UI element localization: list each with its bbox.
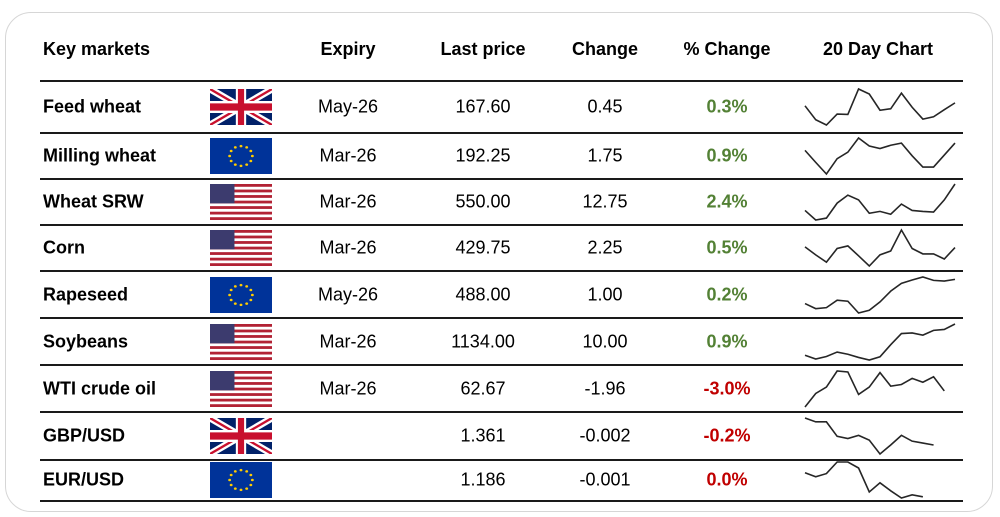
- last-price: 1.186: [460, 469, 506, 490]
- sparkline-path: [804, 183, 956, 221]
- change: 2.25: [587, 237, 623, 258]
- us-flag-icon: [210, 370, 272, 407]
- market-name: Wheat SRW: [43, 191, 144, 212]
- sparkline-20-day: [804, 275, 956, 314]
- table-header: Key markets Expiry Last price Change % C…: [0, 37, 1000, 61]
- last-price: 167.60: [455, 96, 511, 117]
- market-name: WTI crude oil: [43, 378, 157, 398]
- last-price: 62.67: [460, 378, 506, 398]
- sparkline-path: [804, 87, 956, 126]
- market-name: Rapeseed: [43, 284, 129, 304]
- market-name: Corn: [43, 237, 85, 258]
- table-row: GBP/USD 1.361 -0.002 -0.2%: [40, 411, 963, 459]
- table-row: Milling wheat Mar-26 192.25 1.75 0.9%: [40, 132, 963, 178]
- sparkline-path: [804, 461, 924, 499]
- sparkline-path: [804, 417, 934, 456]
- change: -1.96: [584, 378, 626, 398]
- sparkline-path: [804, 275, 956, 314]
- expiry: Mar-26: [319, 331, 377, 351]
- table-bottom-border: [40, 500, 963, 502]
- pct-change: 0.9%: [706, 331, 748, 351]
- table-row: Wheat SRW Mar-26 550.00 12.75 2.4%: [40, 178, 963, 224]
- change: 1.75: [587, 145, 623, 166]
- table-row: Soybeans Mar-26 1134.00 10.00 0.9%: [40, 317, 963, 364]
- market-name: Soybeans: [43, 331, 129, 351]
- expiry: May-26: [317, 96, 379, 117]
- change: 0.45: [587, 96, 623, 117]
- table-row: EUR/USD 1.186 -0.001 0.0%: [40, 459, 963, 499]
- pct-change: 0.2%: [706, 284, 748, 304]
- us-flag-icon: [210, 184, 272, 220]
- eu-flag-icon: [210, 138, 272, 174]
- uk-flag-icon: [208, 85, 274, 129]
- change: 12.75: [582, 191, 628, 212]
- change: -0.001: [579, 469, 631, 490]
- market-name: Milling wheat: [43, 145, 157, 166]
- table-row: WTI crude oil Mar-26 62.67 -1.96 -3.0%: [40, 364, 963, 411]
- sparkline-20-day: [804, 136, 956, 176]
- expiry: Mar-26: [319, 237, 377, 258]
- pct-change: -0.2%: [703, 425, 751, 446]
- last-price: 1134.00: [451, 331, 515, 351]
- header-20-day-chart: 20 Day Chart: [822, 39, 934, 59]
- sparkline-path: [804, 369, 945, 407]
- last-price: 488.00: [455, 284, 511, 304]
- eu-flag-icon: [210, 462, 272, 498]
- pct-change: 0.5%: [706, 237, 748, 258]
- sparkline-20-day: [804, 183, 956, 221]
- eu-flag-icon: [210, 276, 272, 313]
- last-price: 429.75: [455, 237, 511, 258]
- sparkline-path: [804, 322, 956, 361]
- expiry: Mar-26: [319, 145, 377, 166]
- sparkline-path: [804, 228, 956, 268]
- pct-change: 0.0%: [706, 469, 748, 490]
- last-price: 1.361: [460, 425, 506, 446]
- key-markets-card: [5, 12, 993, 512]
- expiry: Mar-26: [319, 191, 377, 212]
- market-name: EUR/USD: [43, 469, 125, 490]
- table-row: Corn Mar-26 429.75 2.25 0.5%: [40, 224, 963, 270]
- header-change: Change: [571, 39, 638, 59]
- sparkline-20-day: [804, 461, 924, 499]
- sparkline-path: [804, 136, 956, 176]
- sparkline-20-day: [804, 369, 945, 407]
- sparkline-20-day: [804, 87, 956, 126]
- expiry: Mar-26: [319, 378, 377, 398]
- sparkline-20-day: [804, 417, 934, 456]
- pct-change: 0.3%: [706, 96, 748, 117]
- last-price: 550.00: [455, 191, 511, 212]
- change: -0.002: [579, 425, 631, 446]
- table-row: Rapeseed May-26 488.00 1.00 0.2%: [40, 270, 963, 317]
- change: 10.00: [582, 331, 628, 351]
- change: 1.00: [587, 284, 623, 304]
- us-flag-icon: [210, 230, 272, 266]
- expiry: May-26: [317, 284, 379, 304]
- header-last-price: Last price: [440, 39, 526, 59]
- pct-change: 0.9%: [706, 145, 748, 166]
- sparkline-20-day: [804, 322, 956, 361]
- header-pct-change: % Change: [683, 39, 771, 59]
- pct-change: -3.0%: [703, 378, 751, 398]
- table-row: Feed wheat May-26 167.60 0.45 0.3%: [40, 80, 963, 132]
- sparkline-20-day: [804, 228, 956, 268]
- header-expiry: Expiry: [320, 39, 376, 59]
- market-name: GBP/USD: [43, 425, 126, 446]
- uk-flag-icon: [208, 414, 274, 458]
- pct-change: 2.4%: [706, 191, 748, 212]
- header-key-markets: Key markets: [43, 39, 151, 59]
- market-name: Feed wheat: [43, 96, 142, 117]
- last-price: 192.25: [455, 145, 511, 166]
- us-flag-icon: [210, 323, 272, 360]
